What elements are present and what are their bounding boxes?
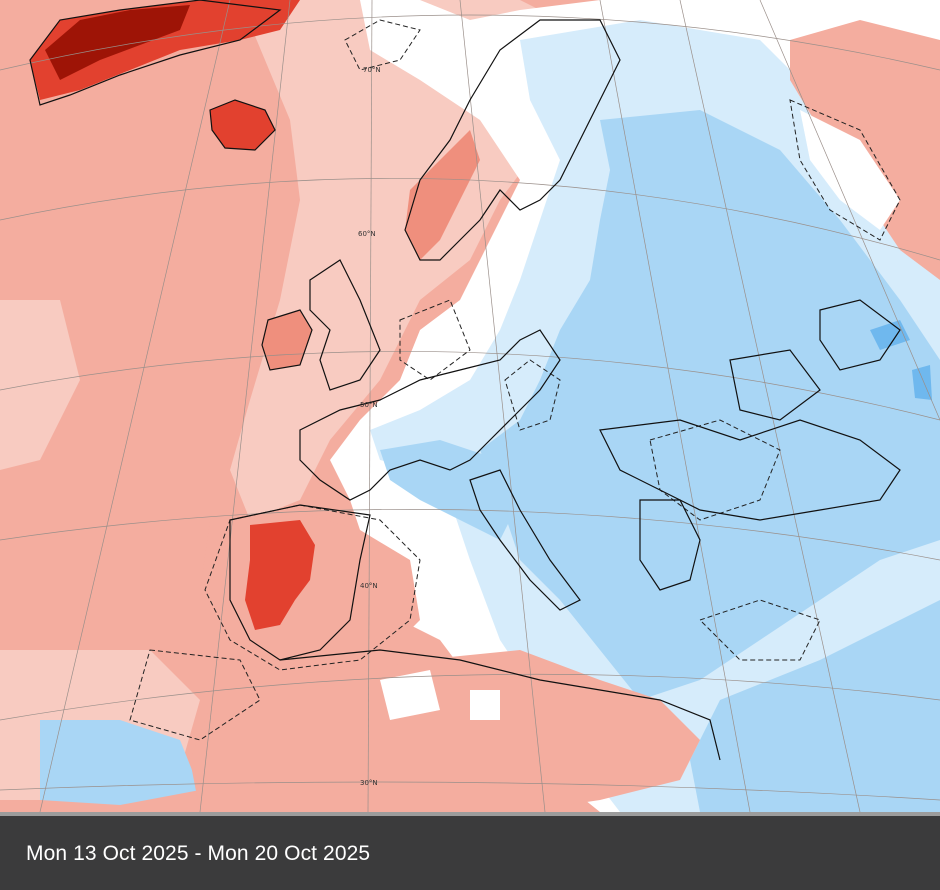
graticule xyxy=(0,0,940,812)
anomaly-contours xyxy=(129,19,901,741)
cool-region-south xyxy=(690,600,940,812)
cool-region xyxy=(480,110,940,700)
temperature-anomaly-map[interactable]: 70°N 60°N 50°N 40°N 30°N xyxy=(0,0,940,812)
neutral-patch-northeast xyxy=(800,110,900,230)
lat-label-50: 50°N xyxy=(360,401,378,409)
neutral-patch-sahara xyxy=(380,670,500,720)
lat-label-40: 40°N xyxy=(360,582,378,590)
strong-warm-iceland xyxy=(210,100,275,150)
cool-region-italy xyxy=(380,440,520,540)
cool-region-iberia-west xyxy=(40,720,200,805)
cool-strong-spot xyxy=(870,320,932,400)
lat-label-30: 30°N xyxy=(360,779,378,787)
map-canvas: 70°N 60°N 50°N 40°N 30°N xyxy=(0,0,940,812)
extreme-warm-greenland xyxy=(45,5,190,80)
caption-bar: Mon 13 Oct 2025 - Mon 20 Oct 2025 xyxy=(0,816,940,890)
warm-region-north-africa xyxy=(190,650,700,812)
lat-label-70: 70°N xyxy=(363,66,381,74)
strong-warm-norway xyxy=(405,130,480,260)
date-range-caption: Mon 13 Oct 2025 - Mon 20 Oct 2025 xyxy=(26,842,371,865)
strong-warm-spain xyxy=(245,520,315,630)
map-bottom-border xyxy=(0,812,940,816)
lat-label-60: 60°N xyxy=(358,230,376,238)
coastlines xyxy=(29,0,901,761)
light-warm-region-west xyxy=(0,300,80,470)
